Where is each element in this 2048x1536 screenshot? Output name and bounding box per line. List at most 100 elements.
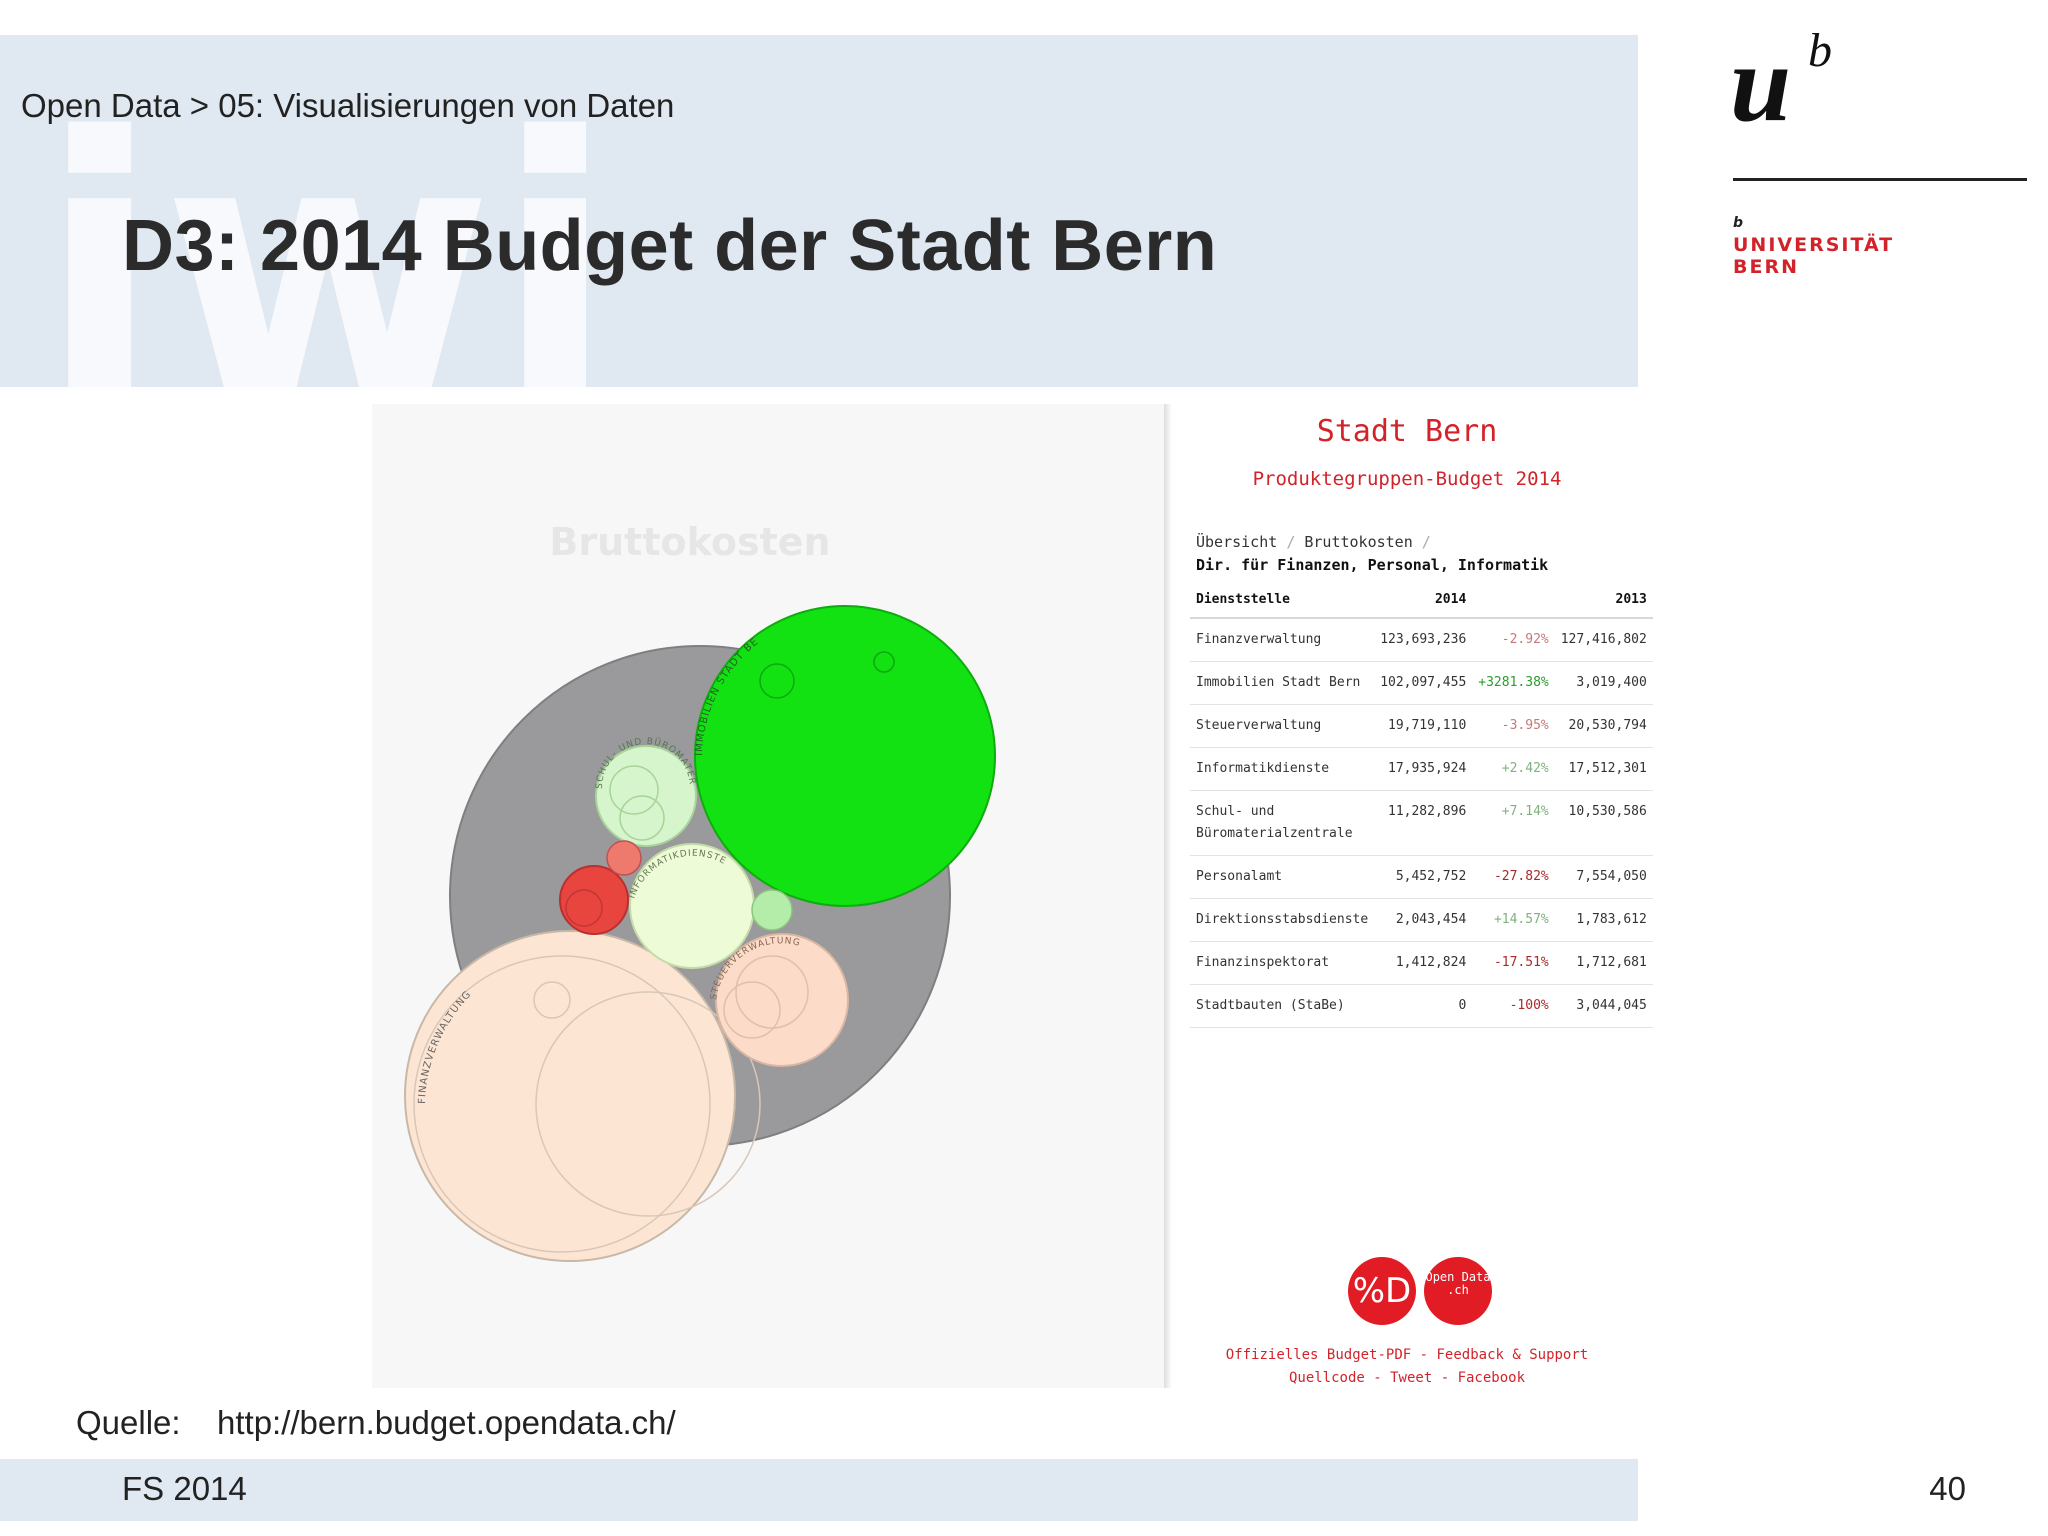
row-value-2013: 1,712,681 [1554,941,1653,985]
row-change: -100% [1472,984,1555,1028]
link-source-code[interactable]: Quellcode [1288,1370,1365,1386]
row-change: +14.57% [1472,898,1555,942]
panel-divider [1164,404,1172,1388]
table-row[interactable]: Finanzverwaltung 123,693,236 -2.92% 127,416… [1190,618,1653,662]
inner-immo-1 [759,663,795,699]
panel-subtitle: Produktegruppen-Budget 2014 [1252,468,1562,490]
inner-steuer-2 [723,981,781,1039]
breadcrumb: Open Data > 05: Visualisierungen von Dat… [21,87,675,124]
bubble-finanzinspektorat[interactable] [606,840,642,876]
watermark-logo: iwi [38,105,586,387]
row-name: Informatikdienste [1190,747,1375,791]
footer-semester: FS 2014 [122,1470,247,1507]
inner-schul-1 [609,765,659,815]
header-band: iwi Open Data > 05: Visualisierungen von… [0,35,1638,387]
row-name: Stadtbauten (StaBe) [1190,984,1375,1028]
panel-title: Stadt Bern [1316,414,1498,449]
row-name: Immobilien Stadt Bern [1190,661,1375,705]
bubble-visualization: Bruttokosten FINANZVERWALTUNG IMMOBILIEN… [372,404,1164,1388]
crumb-overview[interactable]: Übersicht [1196,533,1278,551]
bubble-chart: Bruttokosten FINANZVERWALTUNG IMMOBILIEN… [372,404,996,1262]
row-value-2014: 5,452,752 [1374,855,1473,899]
embedded-screenshot: Bruttokosten FINANZVERWALTUNG IMMOBILIEN… [372,404,1653,1388]
inner-immo-2 [873,651,895,673]
table-row[interactable]: Stadtbauten (StaBe) 0 -100% 3,044,045 [1190,984,1653,1028]
col-dienststelle: Dienststelle [1190,586,1375,619]
inner-finanz-1 [413,955,711,1253]
viz-heading: Bruttokosten [549,520,830,564]
link-facebook[interactable]: Facebook [1457,1370,1526,1386]
row-value-2013: 10,530,586 [1554,790,1653,856]
table-row[interactable]: Finanzinspektorat 1,412,824 -17.51% 1,712,6… [1190,941,1653,985]
row-value-2014: 2,043,454 [1374,898,1473,942]
row-value-2013: 7,554,050 [1554,855,1653,899]
row-value-2013: 127,416,802 [1554,618,1653,662]
row-value-2014: 19,719,110 [1374,704,1473,748]
row-name: Finanzverwaltung [1190,618,1375,662]
university-city: BERN [1733,256,1799,278]
bubble-personalamt[interactable] [559,865,629,935]
row-value-2013: 1,783,612 [1554,898,1653,942]
row-value-2013: 17,512,301 [1554,747,1653,791]
table-row[interactable]: Schul- und Büromaterialzentrale 11,282,89… [1190,790,1653,856]
table-row[interactable]: Informatikdienste 17,935,924 +2.42% 17,512,… [1190,747,1653,791]
source-label: Quelle: [76,1404,181,1441]
source-url[interactable]: http://bern.budget.opendata.ch/ [217,1404,676,1441]
bubble-informatik[interactable] [629,843,755,969]
bubble-finanzverwaltung[interactable] [404,930,736,1262]
svg-text:b: b [1808,24,1832,77]
link-budget-pdf[interactable]: Offizielles Budget-PDF [1225,1347,1412,1363]
link-feedback[interactable]: Feedback & Support [1436,1347,1589,1363]
col-change [1472,586,1555,619]
table-row[interactable]: Direktionsstabsdienste 2,043,454 +14.57% 1,… [1190,898,1653,942]
university-name: b UNIVERSITÄT BERN [1733,210,1894,278]
budget-table: Dienststelle 2014 2013 Finanzverwaltung 1… [1190,586,1653,1028]
bubble-direktionsstab[interactable] [751,889,793,931]
row-change: +7.14% [1472,790,1555,856]
row-name: Finanzinspektorat [1190,941,1375,985]
table-row[interactable]: Immobilien Stadt Bern 102,097,455 +3281.38… [1190,661,1653,705]
university-b: b [1733,215,1744,231]
slide-title: D3: 2014 Budget der Stadt Bern [122,206,1218,286]
link-tweet[interactable]: Tweet [1390,1370,1433,1386]
crumb-separator: / [1286,533,1296,551]
svg-text:u: u [1730,22,1791,144]
row-change: +2.42% [1472,747,1555,791]
row-value-2013: 3,044,045 [1554,984,1653,1028]
page-number: 40 [1929,1470,1966,1507]
table-row[interactable]: Personalamt 5,452,752 -27.82% 7,554,050 [1190,855,1653,899]
source-line: Quelle: http://bern.budget.opendata.ch/ [76,1404,676,1442]
panel-breadcrumb: Übersicht / Bruttokosten / Dir. für Fina… [1196,531,1548,577]
row-name: Direktionsstabsdienste [1190,898,1375,942]
opendata-ch-badge[interactable]: Open Data .ch [1424,1257,1492,1325]
footer-links: Offizielles Budget-PDF - Feedback & Supp… [1225,1347,1589,1386]
inner-steuer-1 [735,955,809,1029]
crumb-current: Dir. für Finanzen, Personal, Informatik [1196,556,1549,574]
crumb-separator: / [1421,533,1431,551]
crumb-bruttokosten[interactable]: Bruttokosten [1304,533,1413,551]
row-value-2014: 1,412,824 [1374,941,1473,985]
row-name: Personalamt [1190,855,1375,899]
row-value-2013: 3,019,400 [1554,661,1653,705]
bubble-steuerverwaltung[interactable] [715,933,849,1067]
opendata-percent-badge[interactable]: %D [1348,1257,1416,1325]
row-name: Schul- und Büromaterialzentrale [1190,790,1375,856]
inner-schul-2 [619,795,665,841]
col-2014: 2014 [1374,586,1473,619]
row-value-2014: 17,935,924 [1374,747,1473,791]
row-change: -27.82% [1472,855,1555,899]
row-name: Steuerverwaltung [1190,704,1375,748]
bubble-immobilien[interactable] [694,605,996,907]
col-2013: 2013 [1554,586,1653,619]
logo-rule [1733,178,2027,181]
university-logo: u b [1730,22,1832,144]
inner-personal [565,889,603,927]
watermark-text: iwi [38,105,586,387]
row-change: -2.92% [1472,618,1555,662]
row-value-2014: 11,282,896 [1374,790,1473,856]
footer-band [0,1459,1638,1521]
row-change: -17.51% [1472,941,1555,985]
table-row[interactable]: Steuerverwaltung 19,719,110 -3.95% 20,530,7… [1190,704,1653,748]
info-panel: Stadt Bern Produktegruppen-Budget 2014 Ü… [1180,404,1653,1388]
row-value-2014: 102,097,455 [1374,661,1473,705]
